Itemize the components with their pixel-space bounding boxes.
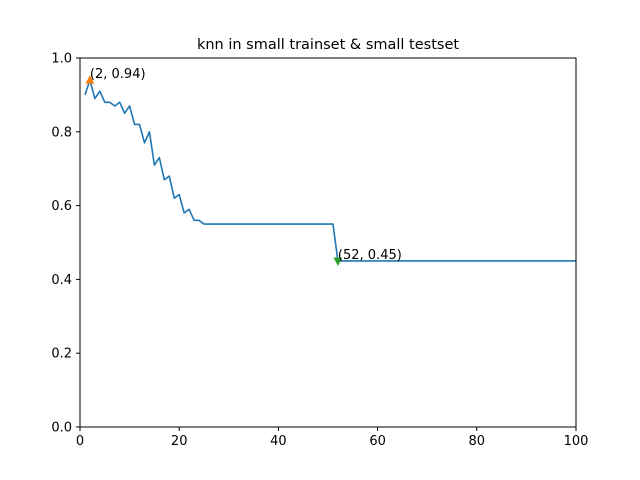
x-tick-label: 20 xyxy=(171,434,188,449)
axes-frame xyxy=(79,57,577,428)
plot-area: (2, 0.94) (52, 0.45) 0 20 40 60 80 100 0.0 0.2 0.4… xyxy=(51,52,588,450)
annotation-label-1: (52, 0.45) xyxy=(338,248,402,263)
annotation-marker-0 xyxy=(85,75,95,84)
y-tick-label: 0.4 xyxy=(51,273,72,288)
x-tick-label: 60 xyxy=(369,434,386,449)
y-tick-label: 0.6 xyxy=(51,199,72,214)
chart-title: knn in small trainset & small testset xyxy=(197,37,459,53)
annotation-label-0: (2, 0.94) xyxy=(90,67,146,82)
x-tick-label: 40 xyxy=(270,434,287,449)
y-tick-label: 0.8 xyxy=(51,125,72,140)
x-tick-label: 80 xyxy=(469,434,486,449)
annotation-marker-1 xyxy=(333,257,343,266)
y-tick-label: 0.0 xyxy=(51,421,72,436)
x-tick-label: 100 xyxy=(564,434,589,449)
series-line xyxy=(84,79,576,262)
y-tick-label: 0.2 xyxy=(51,347,72,362)
x-tick-label: 0 xyxy=(76,434,84,449)
y-tick-label: 1.0 xyxy=(51,52,72,67)
